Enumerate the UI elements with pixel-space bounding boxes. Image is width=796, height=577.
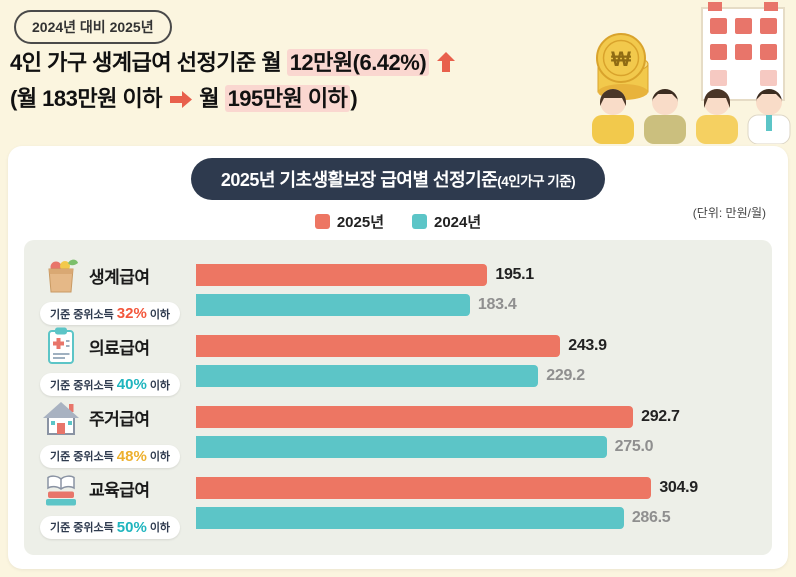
svg-text:₩: ₩: [611, 48, 631, 71]
bars: 304.9 286.5: [192, 477, 756, 530]
legend-chip: [412, 213, 427, 229]
bar-2025: [196, 334, 561, 357]
bar-2025: [196, 263, 488, 286]
headline: 4인 가구 생계급여 선정기준 월 12만원(6.42%) (월 183만원 이…: [10, 46, 457, 118]
value-label-2025: 292.7: [641, 408, 680, 426]
headline-line2-pre: (월 183만원 이하: [10, 86, 168, 112]
bar-2024: [196, 293, 470, 316]
bar-2024: [196, 364, 539, 387]
criteria-percent: 50%: [116, 518, 147, 536]
header-illustration: ₩: [582, 2, 792, 145]
category-info: 생계급여 기준 중위소득 32% 이하: [40, 254, 192, 325]
value-label-2025: 195.1: [495, 265, 534, 283]
bar-2024: [196, 507, 624, 530]
criteria-percent: 48%: [116, 447, 147, 465]
criteria-prefix: 기준 중위소득: [50, 451, 114, 464]
headline-line2-post: ): [350, 86, 358, 112]
comparison-badge: 2024년 대비 2025년: [14, 10, 172, 44]
chart-meta-row: (단위: 만원/월) 2025년 2024년: [24, 204, 772, 238]
grocery-basket-icon: [40, 254, 82, 296]
medical-clipboard-icon: [40, 325, 82, 367]
criteria-suffix: 이하: [149, 379, 171, 392]
value-label-2024: 183.4: [477, 295, 517, 313]
bar-2024: [196, 436, 607, 459]
up-arrow-icon: [436, 48, 455, 82]
category-label: 주거급여: [89, 410, 150, 430]
category-label: 의료급여: [89, 338, 150, 358]
coins-icon: ₩: [596, 33, 649, 100]
criteria-suffix: 이하: [149, 308, 171, 321]
criteria-prefix: 기준 중위소득: [50, 522, 114, 535]
bar-group: 의료급여 기준 중위소득 40% 이하 243.9 229.2: [40, 325, 756, 397]
headline-line2: (월 183만원 이하 월 195만원 이하): [10, 82, 457, 118]
category-info: 주거급여 기준 중위소득 48% 이하: [40, 397, 192, 468]
category-info: 교육급여 기준 중위소득 50% 이하: [40, 468, 192, 539]
bar-group: 주거급여 기준 중위소득 48% 이하 292.7 275.0: [40, 397, 756, 468]
category-label: 생계급여: [89, 267, 150, 287]
legend: 2025년 2024년: [314, 211, 481, 232]
criteria-percent: 32%: [116, 305, 147, 322]
house-icon: [40, 397, 82, 439]
criteria-prefix: 기준 중위소득: [50, 308, 114, 321]
people-icon: [592, 89, 791, 145]
bar-group: 생계급여 기준 중위소득 32% 이하 195.1 183.4: [40, 254, 756, 325]
criteria-pill: 기준 중위소득 50% 이하: [40, 515, 181, 539]
bar-2025: [196, 406, 634, 429]
value-label-2025: 243.9: [568, 336, 607, 354]
criteria-pill: 기준 중위소득 48% 이하: [40, 444, 181, 468]
chart-title-bar: 2025년 기초생활보장 급여별 선정기준(4인가구 기준): [190, 158, 606, 200]
chart-title-sub: (4인가구 기준): [497, 174, 576, 189]
chart-card: 2025년 기초생활보장 급여별 선정기준(4인가구 기준) (단위: 만원/월…: [8, 146, 788, 569]
value-label-2025: 304.9: [659, 479, 698, 497]
books-icon: [40, 468, 82, 510]
unit-note: (단위: 만원/월): [692, 206, 766, 220]
criteria-suffix: 이하: [149, 451, 171, 464]
value-label-2024: 286.5: [631, 509, 671, 527]
legend-chip: [314, 213, 330, 229]
bar-2025: [196, 477, 652, 500]
category-info: 의료급여 기준 중위소득 40% 이하: [40, 325, 192, 397]
criteria-prefix: 기준 중위소득: [50, 379, 114, 392]
right-arrow-icon: [169, 84, 192, 118]
criteria-percent: 40%: [116, 376, 147, 394]
headline-line2-mid: 월: [199, 86, 225, 112]
building-icon: [701, 2, 785, 101]
chart-title-main: 2025년 기초생활보장 급여별 선정기준: [220, 170, 498, 190]
legend-item-2025: 2025년: [314, 211, 384, 232]
headline-line1-highlight: 12만원(6.42%): [286, 49, 430, 76]
headline-line1-text: 4인 가구 생계급여 선정기준 월: [10, 50, 287, 75]
legend-label-2025: 2025년: [336, 213, 384, 231]
bars: 243.9 229.2: [192, 334, 756, 387]
criteria-pill: 기준 중위소득 32% 이하: [40, 302, 181, 325]
category-label: 교육급여: [89, 481, 150, 501]
criteria-pill: 기준 중위소득 40% 이하: [40, 373, 181, 397]
bars: 292.7 275.0: [192, 406, 756, 459]
value-label-2024: 275.0: [614, 438, 654, 456]
legend-label-2024: 2024년: [434, 213, 482, 231]
bar-group: 교육급여 기준 중위소득 50% 이하 304.9 286.5: [40, 468, 756, 539]
legend-item-2024: 2024년: [412, 211, 481, 232]
chart-panel: 생계급여 기준 중위소득 32% 이하 195.1 183.4: [24, 240, 772, 555]
criteria-suffix: 이하: [149, 522, 171, 535]
value-label-2024: 229.2: [546, 366, 585, 384]
headline-line2-highlight: 195만원 이하: [224, 85, 351, 113]
bars: 195.1 183.4: [192, 263, 756, 316]
headline-line1: 4인 가구 생계급여 선정기준 월 12만원(6.42%): [10, 46, 457, 82]
